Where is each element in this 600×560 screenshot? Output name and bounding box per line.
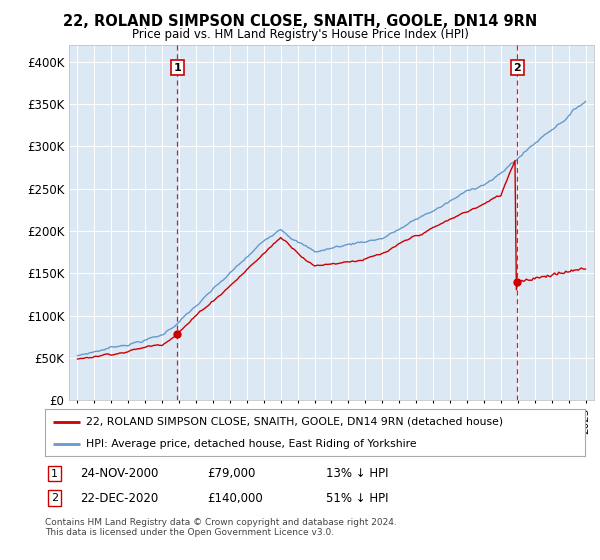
Text: 22, ROLAND SIMPSON CLOSE, SNAITH, GOOLE, DN14 9RN: 22, ROLAND SIMPSON CLOSE, SNAITH, GOOLE,… xyxy=(63,14,537,29)
Text: 1: 1 xyxy=(173,63,181,73)
Text: HPI: Average price, detached house, East Riding of Yorkshire: HPI: Average price, detached house, East… xyxy=(86,438,416,449)
Text: 2: 2 xyxy=(51,493,58,503)
Text: 13% ↓ HPI: 13% ↓ HPI xyxy=(326,467,388,480)
Text: Contains HM Land Registry data © Crown copyright and database right 2024.
This d: Contains HM Land Registry data © Crown c… xyxy=(45,518,397,538)
Text: £79,000: £79,000 xyxy=(207,467,256,480)
Text: 1: 1 xyxy=(51,469,58,479)
Text: 22, ROLAND SIMPSON CLOSE, SNAITH, GOOLE, DN14 9RN (detached house): 22, ROLAND SIMPSON CLOSE, SNAITH, GOOLE,… xyxy=(86,417,503,427)
Text: 2: 2 xyxy=(514,63,521,73)
Text: £140,000: £140,000 xyxy=(207,492,263,505)
Text: Price paid vs. HM Land Registry's House Price Index (HPI): Price paid vs. HM Land Registry's House … xyxy=(131,28,469,41)
Text: 22-DEC-2020: 22-DEC-2020 xyxy=(80,492,158,505)
Text: 51% ↓ HPI: 51% ↓ HPI xyxy=(326,492,388,505)
Text: 24-NOV-2000: 24-NOV-2000 xyxy=(80,467,158,480)
